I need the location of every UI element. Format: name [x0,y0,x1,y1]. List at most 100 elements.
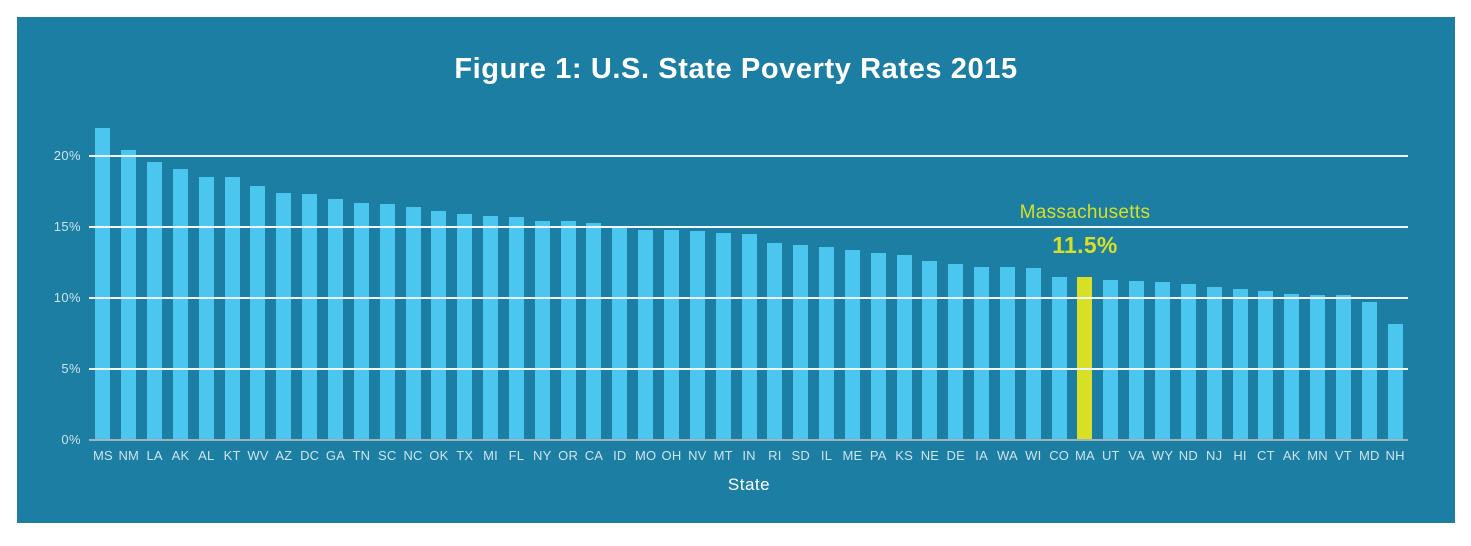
bar-slot-DC [297,95,323,440]
bar-slot-WV [245,95,271,440]
bar-slot-LA [142,95,168,440]
bar-AZ [276,193,292,440]
x-tick-label-NJ-43: NJ [1206,448,1223,463]
bar-slot-WI [1020,95,1046,440]
x-tick-label-HI-44: HI [1233,448,1247,463]
gridline-20% [89,155,1408,157]
bar-IN [741,234,757,440]
x-tick-label-NM-1: NM [118,448,140,463]
x-tick-label-DC-8: DC [300,448,320,463]
x-tick-label-NH-50: NH [1385,448,1405,463]
x-tick-label-WI-36: WI [1025,448,1042,463]
bar-slot-VA [1124,95,1150,440]
bar-IA [974,267,990,440]
y-tick-label-20%: 20% [53,148,81,163]
bar-AK [172,169,188,440]
bar-slot-KS [891,95,917,440]
x-tick-label-IN-25: IN [742,448,756,463]
bar-slot-KT [219,95,245,440]
x-tick-label-NV-23: NV [688,448,707,463]
bar-TX [457,214,473,440]
bar-slot-OH [659,95,685,440]
bar-CA [586,223,602,440]
bar-slot-NJ [1201,95,1227,440]
bar-RI [767,243,783,440]
bar-slot-FL [504,95,530,440]
bar-slot-MA [1072,95,1098,440]
x-axis-tick-labels: MS NM LA AK AL KT WV AZ DC GA TN SC NC OK TX MI FL NY OR CA… [90,448,1408,463]
x-tick-label-PA-30: PA [869,448,887,463]
bar-slot-NC [400,95,426,440]
x-tick-label-CO-37: CO [1049,448,1070,463]
x-tick-label-LA-2: LA [146,448,163,463]
bar-slot-NE [917,95,943,440]
x-tick-label-DE-33: DE [946,448,965,463]
x-tick-label-IA-34: IA [975,448,988,463]
bar-DE [948,264,964,440]
x-tick-label-UT-39: UT [1101,448,1120,463]
x-tick-label-MS-0: MS [92,448,113,463]
x-tick-label-ND-42: ND [1178,448,1198,463]
x-tick-label-NE-32: NE [920,448,940,463]
bar-slot-OK [426,95,452,440]
x-tick-label-WA-35: WA [997,448,1018,463]
bar-slot-OR [555,95,581,440]
bar-slot-AK [1279,95,1305,440]
x-tick-label-AZ-7: AZ [275,448,293,463]
x-tick-label-CT-45: CT [1257,448,1275,463]
bar-MI [483,216,499,440]
y-tick-label-10%: 10% [53,290,81,305]
bar-slot-ME [839,95,865,440]
bar-SD [793,245,809,440]
x-tick-label-AL-4: AL [198,448,215,463]
bar-IL [819,247,835,440]
bar-ME [844,250,860,440]
x-tick-label-OH-22: OH [661,448,682,463]
x-tick-label-RI-26: RI [768,448,782,463]
bar-slot-TX [452,95,478,440]
bar-TN [353,203,369,440]
bar-slot-WA [995,95,1021,440]
bar-slot-CA [581,95,607,440]
bar-MN [1310,295,1326,440]
bar-UT [1103,280,1119,440]
chart-title: Figure 1: U.S. State Poverty Rates 2015 [454,53,1018,85]
bar-slot-IN [736,95,762,440]
bar-AK [1284,294,1300,440]
x-tick-label-ME-29: ME [842,448,863,463]
x-tick-label-IL-28: IL [820,448,833,463]
bar-NE [922,261,938,440]
bar-NV [689,231,705,440]
x-tick-label-WY-41: WY [1151,448,1174,463]
bar-WI [1025,268,1041,440]
x-tick-label-AK-46: AK [1282,448,1301,463]
bar-VA [1129,281,1145,440]
gridline-5% [89,368,1408,370]
bar-slot-AZ [271,95,297,440]
bar-slot-NM [116,95,142,440]
bar-slot-MO [633,95,659,440]
bar-MD [1361,302,1377,440]
bar-slot-MS [90,95,116,440]
bar-slot-RI [762,95,788,440]
bar-DC [302,194,318,440]
bar-WY [1155,282,1171,440]
bar-OK [431,211,447,440]
bar-slot-AK [168,95,194,440]
bar-slot-MT [710,95,736,440]
bar-ID [612,226,628,440]
bar-NJ [1206,287,1222,440]
x-tick-label-WV-6: WV [247,448,269,463]
bar-NH [1387,324,1403,440]
bar-VT [1335,295,1351,440]
bar-NC [405,207,421,440]
bar-slot-AL [193,95,219,440]
bar-slot-MI [478,95,504,440]
bar-WV [250,186,266,440]
x-tick-label-SD-27: SD [791,448,810,463]
bar-LA [147,162,163,440]
massachusetts-annotation: Massachusetts 11.5% [1020,201,1151,258]
x-axis-baseline [89,439,1408,441]
bar-HI [1232,289,1248,440]
